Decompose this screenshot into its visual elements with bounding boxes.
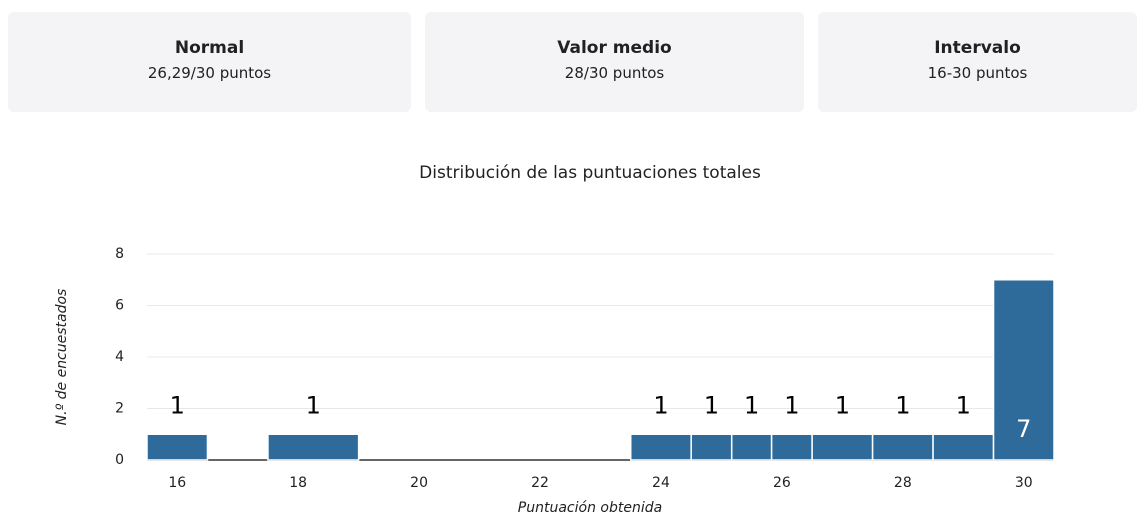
bar xyxy=(146,433,209,461)
data-label: 7 xyxy=(1016,415,1031,443)
chart-title: Distribución de las puntuaciones totales xyxy=(419,163,761,183)
x-tick-label: 30 xyxy=(1015,475,1033,491)
x-axis-title: Puntuación obtenida xyxy=(518,500,662,516)
data-label: 1 xyxy=(956,391,971,419)
bar xyxy=(629,433,692,461)
y-tick-label: 2 xyxy=(115,401,124,417)
bar xyxy=(267,433,360,461)
data-label: 1 xyxy=(653,391,668,419)
x-tick-label: 28 xyxy=(894,475,912,491)
bar xyxy=(932,433,995,461)
data-label: 1 xyxy=(835,391,850,419)
y-tick-label: 8 xyxy=(115,246,124,262)
card-value: 26,29/30 puntos xyxy=(147,64,272,82)
bar xyxy=(770,433,813,461)
x-tick-label: 16 xyxy=(168,475,186,491)
x-tick-label: 22 xyxy=(531,475,549,491)
bar xyxy=(690,433,733,461)
x-tick-label: 26 xyxy=(773,475,791,491)
bar xyxy=(871,433,934,461)
x-tick-label: 24 xyxy=(652,475,670,491)
stat-card: Normal 26,29/30 puntos xyxy=(8,12,411,112)
y-tick-label: 4 xyxy=(115,349,124,365)
bar xyxy=(730,433,773,461)
x-tick-label: 18 xyxy=(289,475,307,491)
data-label: 1 xyxy=(784,391,799,419)
bar xyxy=(992,279,1055,461)
x-tick-label: 20 xyxy=(410,475,428,491)
card-title: Normal xyxy=(174,38,245,58)
card-value: 28/30 puntos xyxy=(564,64,665,82)
card-title: Valor medio xyxy=(557,38,672,58)
data-label: 1 xyxy=(895,391,910,419)
y-axis-title: N.º de encuestados xyxy=(54,289,70,426)
data-label: 1 xyxy=(704,391,719,419)
bar xyxy=(811,433,874,461)
data-label: 1 xyxy=(170,391,185,419)
stat-card: Intervalo 16-30 puntos xyxy=(818,12,1137,112)
y-tick-label: 6 xyxy=(115,298,124,314)
data-label: 1 xyxy=(306,391,321,419)
data-label: 1 xyxy=(744,391,759,419)
stat-card: Valor medio 28/30 puntos xyxy=(425,12,804,112)
y-tick-label: 0 xyxy=(115,452,124,468)
card-title: Intervalo xyxy=(934,38,1021,58)
card-value: 16-30 puntos xyxy=(927,64,1028,82)
